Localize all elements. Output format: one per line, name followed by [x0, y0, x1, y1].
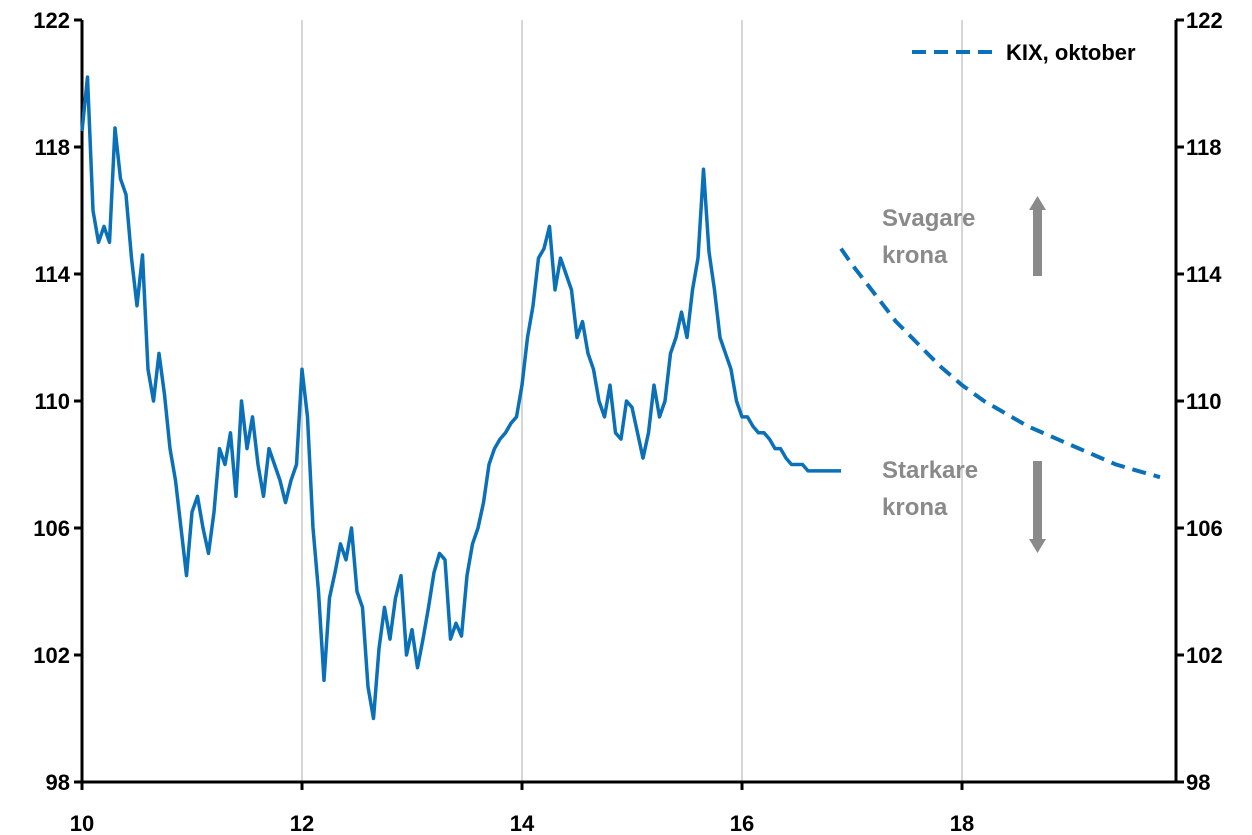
legend-label: KIX, oktober	[1006, 40, 1136, 65]
left-y-tick-label-110: 110	[35, 389, 71, 414]
series-group	[80, 75, 1161, 721]
right-y-tick-label-106: 106	[1186, 516, 1223, 541]
x-tick-label-18: 18	[950, 811, 974, 835]
arrow-down-head	[1029, 539, 1046, 553]
right-y-tick-label-118: 118	[1186, 135, 1222, 160]
right-y-tick-label-98: 98	[1186, 770, 1210, 795]
right-y-tick-label-114: 114	[1186, 262, 1222, 287]
left-y-tick-label-98: 98	[46, 770, 70, 795]
right-y-tick-label-122: 122	[1186, 8, 1223, 33]
annotation-weaker-krona: Svagare krona	[882, 196, 1046, 276]
grid-lines	[301, 20, 963, 782]
x-tick-label-16: 16	[730, 811, 754, 835]
arrow-up-shaft	[1033, 208, 1042, 276]
arrow-up-head	[1029, 196, 1046, 210]
series-line-kix-oktober	[839, 247, 1161, 480]
left-y-axis-ticks: 98 102 106 110 114 118 122	[33, 8, 82, 795]
x-axis-ticks: 10 12 14 16 18	[70, 782, 974, 835]
right-y-tick-label-102: 102	[1186, 643, 1223, 668]
legend: KIX, oktober	[912, 40, 1136, 65]
x-tick-label-14: 14	[510, 811, 535, 835]
left-y-tick-label-118: 118	[35, 135, 71, 160]
left-y-tick-label-106: 106	[33, 516, 70, 541]
arrow-down-shaft	[1033, 461, 1042, 541]
x-tick-label-10: 10	[70, 811, 94, 835]
left-y-tick-label-114: 114	[35, 262, 71, 287]
annotation-weaker-line1: Svagare	[882, 205, 975, 232]
right-y-axis-ticks: 98 102 106 110 114 118 122	[1176, 8, 1223, 795]
annotation-weaker-line2: krona	[882, 242, 948, 269]
arrow-down-icon	[1029, 461, 1046, 553]
annotation-stronger-line2: krona	[882, 494, 948, 521]
x-tick-label-12: 12	[290, 811, 314, 835]
left-y-tick-label-102: 102	[33, 643, 70, 668]
axes	[80, 20, 1178, 784]
annotation-stronger-line1: Starkare	[882, 457, 978, 484]
arrow-up-icon	[1029, 196, 1046, 276]
series-line-kix-historical	[80, 75, 841, 721]
right-y-tick-label-110: 110	[1186, 389, 1222, 414]
annotation-stronger-krona: Starkare krona	[882, 457, 1046, 553]
left-y-tick-label-122: 122	[33, 8, 70, 33]
